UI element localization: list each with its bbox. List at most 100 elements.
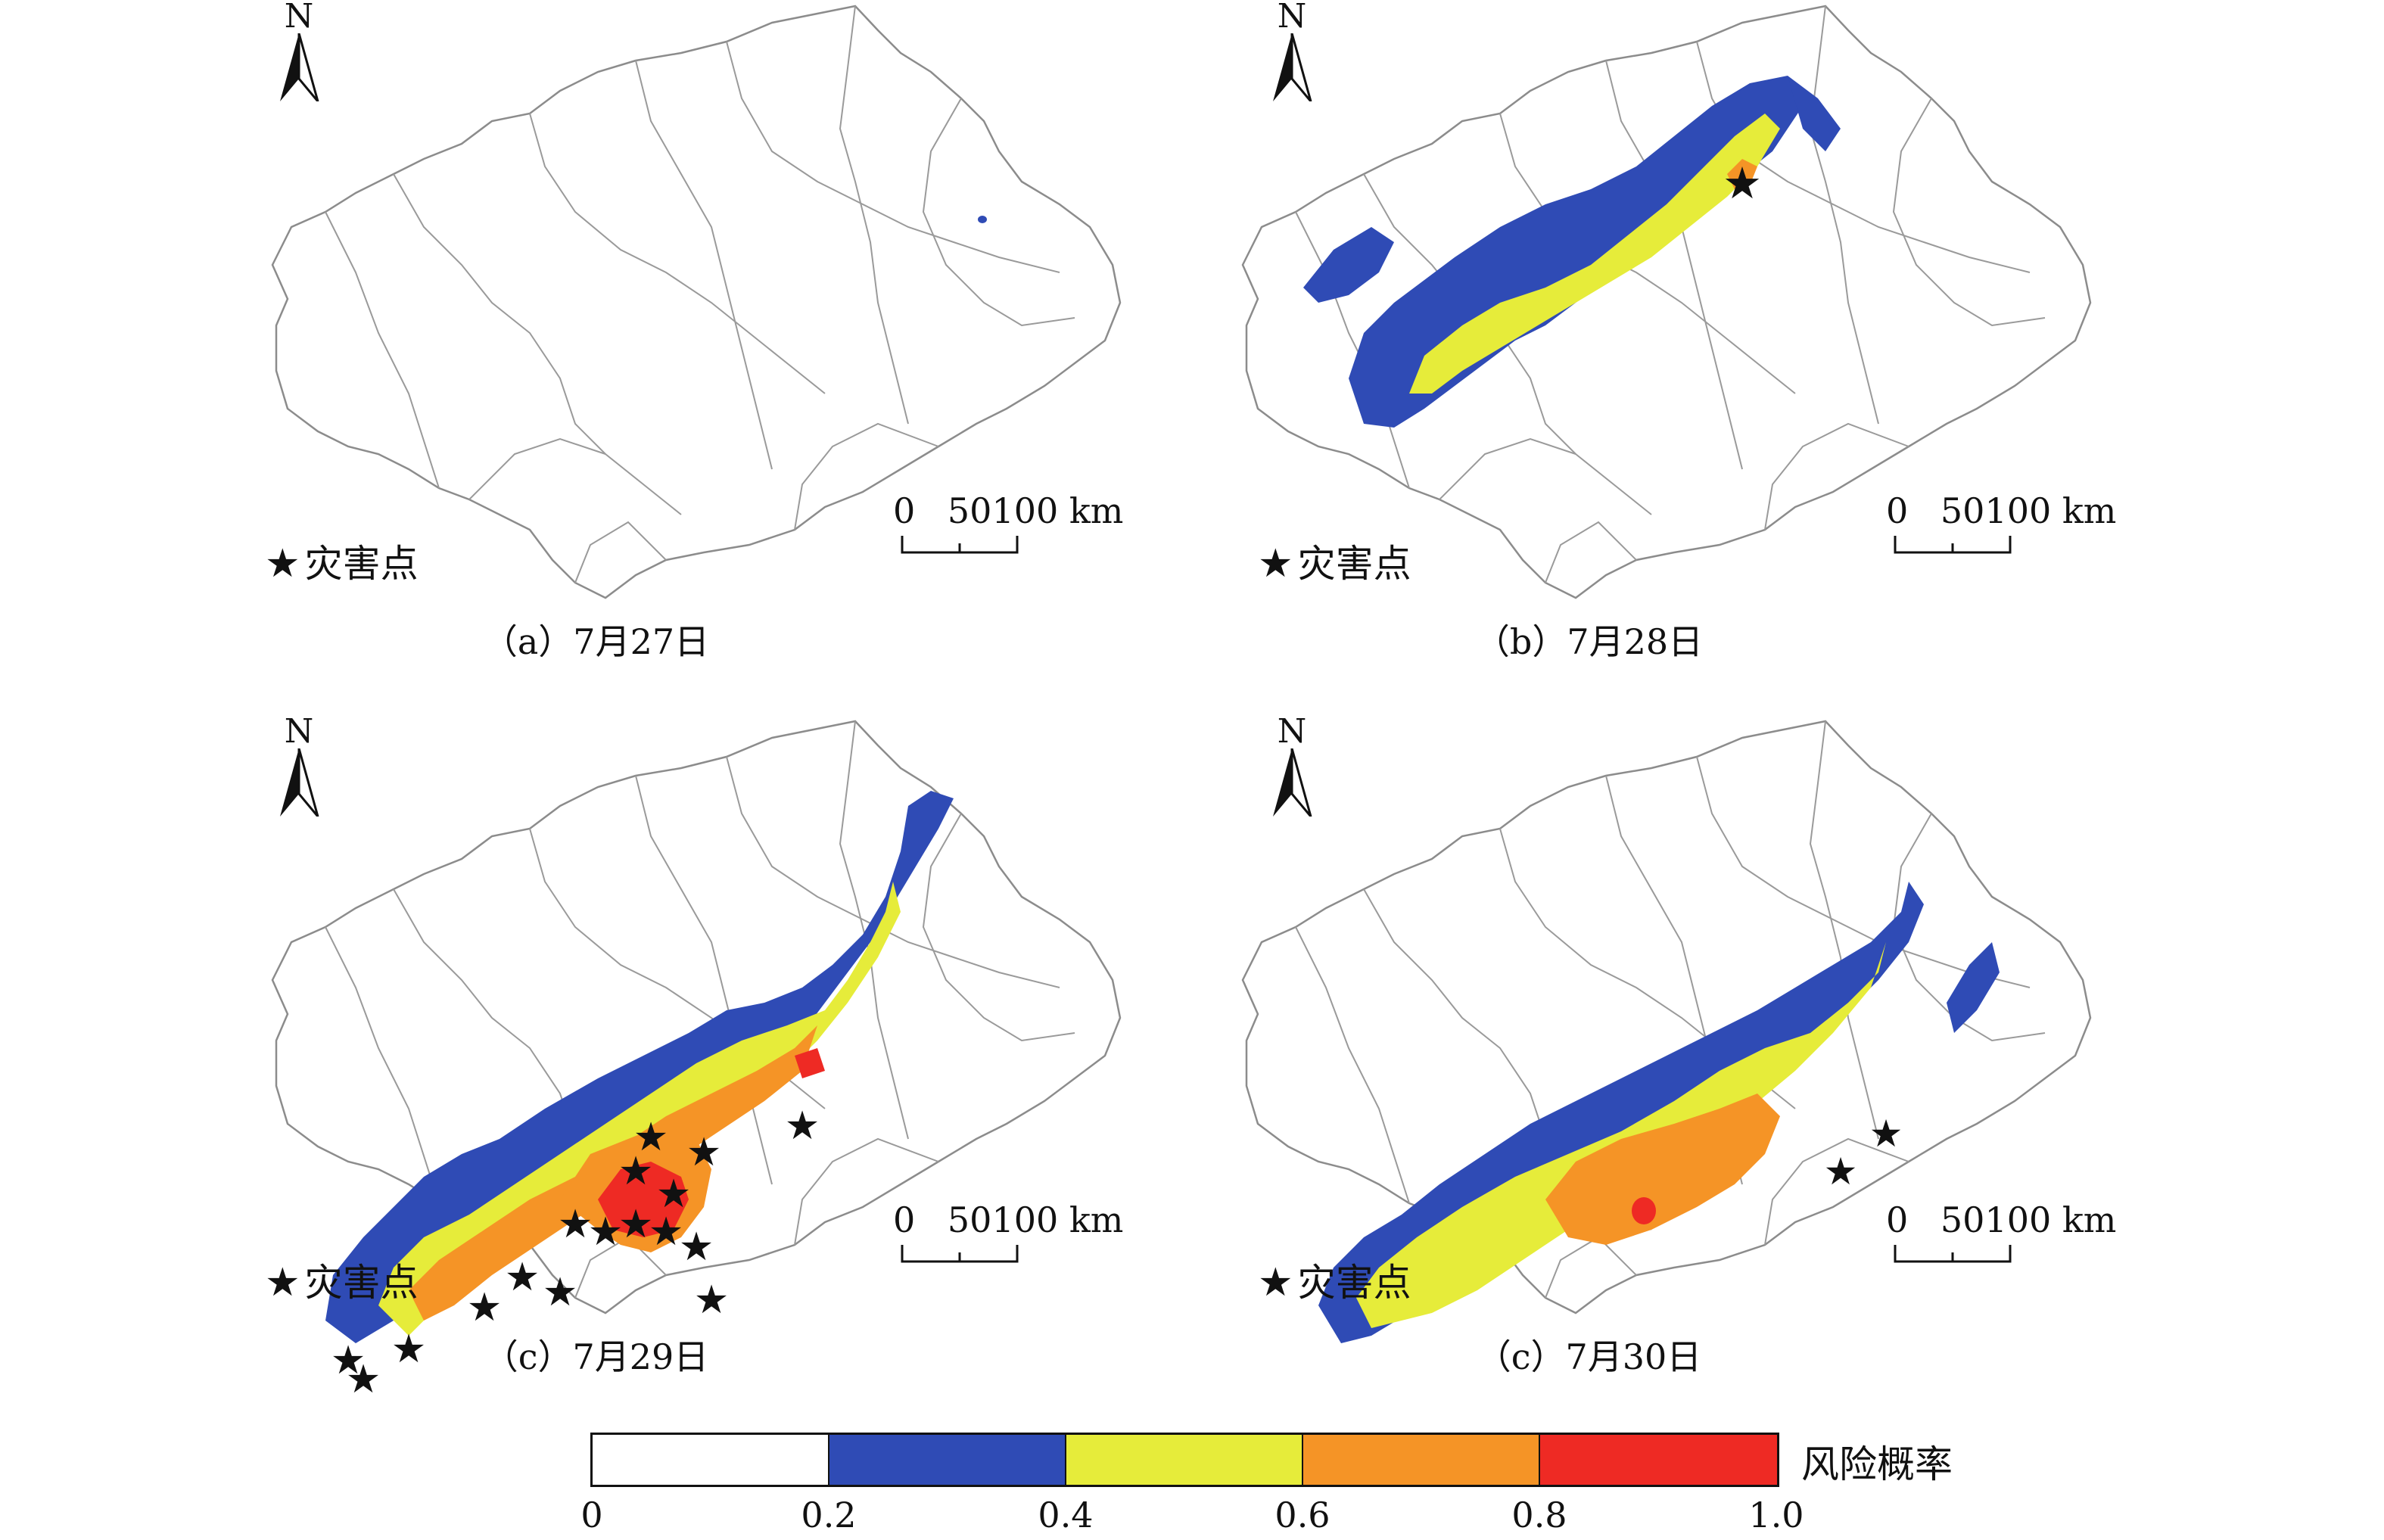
disaster-point: ★ [656, 1171, 692, 1217]
colorbar-class [1303, 1435, 1540, 1485]
panel-caption: （a）7月27日 [482, 621, 710, 662]
risk-zone-very-high [598, 1162, 689, 1237]
scale-unit: km [2062, 490, 2117, 531]
risk-patch [978, 216, 987, 223]
north-arrow: N [265, 715, 333, 820]
north-label: N [284, 0, 314, 36]
disaster-point: ★ [1869, 1112, 1903, 1156]
scale-unit: km [2062, 1199, 2117, 1240]
map-d: ★ ★ [1241, 720, 2092, 1343]
map-c: ★ ★ ★ ★ ★ ★ ★ ★ ★ ★ ★ ★ ★ ★ ★ ★ ★ [271, 720, 1122, 1402]
legend-disaster: ★ 灾害点 [1258, 534, 1411, 588]
scale-bar: 0 50100 km [893, 490, 1123, 554]
legend-disaster: ★ 灾害点 [265, 1252, 419, 1307]
legend-label: 灾害点 [1297, 542, 1411, 586]
risk-zone-mid [1356, 942, 1886, 1328]
map-panel-b: ★ N 0 50100 km ★ 灾害点 （b）7月28日 [993, 0, 2185, 696]
disaster-point: ★ [543, 1270, 578, 1315]
risk-zone-low [1788, 76, 1841, 151]
legend-disaster: ★ 灾害点 [265, 534, 419, 588]
panel-caption: （c）7月30日 [1476, 1336, 1702, 1377]
disaster-point: ★ [679, 1224, 714, 1270]
scale-line [901, 1245, 1019, 1263]
north-arrow: N [265, 0, 333, 104]
north-label: N [1277, 0, 1307, 36]
map-panel-a: N 0 50100 km ★ 灾害点 （a）7月27日 [0, 0, 1192, 696]
north-arrow-icon [280, 33, 319, 102]
disaster-point: ★ [785, 1103, 820, 1149]
star-icon: ★ [265, 1260, 300, 1305]
map-panel-c: ★ ★ ★ ★ ★ ★ ★ ★ ★ ★ ★ ★ ★ ★ ★ ★ ★ N 0 50… [0, 715, 1192, 1411]
colorbar-tick: 1.0 [1748, 1495, 1804, 1535]
colorbar-title: 风险概率 [1801, 1442, 1953, 1486]
colorbar-class [1066, 1435, 1303, 1485]
disaster-point: ★ [558, 1202, 593, 1247]
north-arrow: N [1258, 0, 1326, 104]
colorbar-class [593, 1435, 829, 1485]
colorbar-class [1540, 1435, 1777, 1485]
star-icon: ★ [1258, 541, 1293, 586]
colorbar-tick: 0.2 [801, 1495, 857, 1535]
disaster-point: ★ [633, 1115, 669, 1160]
scale-end: 100 [991, 490, 1059, 531]
colorbar-tick: 0.8 [1511, 1495, 1567, 1535]
disaster-point: ★ [618, 1202, 654, 1247]
north-arrow-icon [1273, 33, 1312, 102]
panel-caption: （c）7月29日 [483, 1336, 709, 1377]
colorbar-tick: 0 [580, 1495, 603, 1535]
legend-disaster: ★ 灾害点 [1258, 1252, 1411, 1307]
north-arrow-icon [1273, 748, 1312, 817]
scale-end: 100 [991, 1199, 1059, 1240]
map-b: ★ [1241, 5, 2092, 599]
risk-zone-low [1303, 227, 1394, 303]
scale-line [1894, 1245, 2012, 1263]
colorbar-tick: 0.6 [1274, 1495, 1330, 1535]
legend-label: 灾害点 [304, 542, 419, 586]
disaster-point: ★ [1824, 1150, 1858, 1193]
disaster-point: ★ [694, 1277, 730, 1323]
north-arrow-icon [280, 748, 319, 817]
scale-zero: 0 [1886, 490, 1909, 531]
star-icon: ★ [1258, 1260, 1293, 1305]
disaster-points: ★ ★ ★ ★ ★ ★ ★ ★ ★ ★ ★ ★ ★ ★ ★ ★ ★ [331, 1103, 820, 1402]
scale-bar: 0 50100 km [1886, 490, 2117, 554]
scale-zero: 0 [893, 1199, 916, 1240]
scale-end: 100 [1984, 1199, 2052, 1240]
disaster-point: ★ [649, 1209, 684, 1255]
north-arrow: N [1258, 715, 1326, 820]
scale-mid: 50 [947, 490, 992, 531]
disaster-point: ★ [588, 1209, 624, 1255]
risk-colorbar [590, 1433, 1779, 1487]
scale-line [1894, 536, 2012, 554]
legend-label: 灾害点 [1297, 1261, 1411, 1305]
disaster-point: ★ [686, 1130, 722, 1175]
disaster-point: ★ [391, 1327, 427, 1372]
map-a [271, 5, 1122, 599]
disaster-point: ★ [505, 1255, 540, 1300]
risk-zone-high [1545, 1094, 1780, 1245]
scale-bar: 0 50100 km [893, 1199, 1123, 1263]
scale-end: 100 [1984, 490, 2052, 531]
north-label: N [284, 712, 314, 751]
disaster-point: ★ [331, 1338, 366, 1383]
risk-zone-low [1947, 942, 2000, 1033]
scale-zero: 0 [893, 490, 916, 531]
risk-zone-very-high [1632, 1197, 1656, 1224]
scale-bar: 0 50100 km [1886, 1199, 2117, 1263]
risk-zone-low [325, 791, 954, 1343]
colorbar-class [829, 1435, 1066, 1485]
disaster-point: ★ [1723, 157, 1762, 209]
north-label: N [1277, 712, 1307, 751]
colorbar-tick: 0.4 [1038, 1495, 1094, 1535]
star-icon: ★ [265, 541, 300, 586]
map-panel-d: ★ ★ N 0 50100 km ★ 灾害点 （c）7月30日 [993, 715, 2185, 1411]
scale-mid: 50 [1940, 1199, 1985, 1240]
scale-mid: 50 [1940, 490, 1985, 531]
disaster-point: ★ [467, 1285, 503, 1330]
panel-caption: （b）7月28日 [1474, 621, 1704, 662]
scale-mid: 50 [947, 1199, 992, 1240]
risk-zone-very-high [795, 1048, 825, 1078]
scale-line [901, 536, 1019, 554]
risk-zone-mid [1409, 114, 1780, 394]
legend-label: 灾害点 [304, 1261, 419, 1305]
